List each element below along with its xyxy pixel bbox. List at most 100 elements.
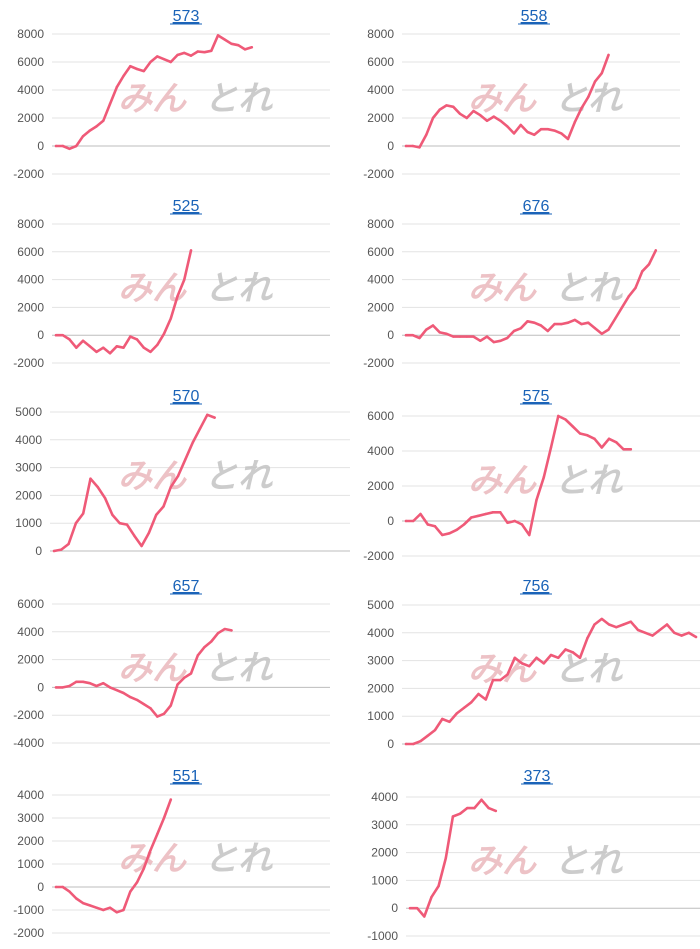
data-point (636, 628, 640, 632)
data-point (629, 448, 632, 451)
watermark-text-left: みん (468, 842, 537, 882)
data-point (573, 121, 576, 124)
data-point (526, 130, 529, 134)
data-point (184, 458, 187, 461)
data-point (512, 132, 516, 135)
chart-title-link[interactable]: 373 (524, 768, 551, 785)
data-point (593, 80, 597, 83)
data-point (169, 704, 172, 707)
watermark-text-right: とれ (554, 269, 623, 309)
watermark-logo: みん とれ (468, 79, 623, 119)
chart-panel: 5000 4000 3000 2000 1000 0 みん とれ 756 (350, 570, 700, 760)
chart-title-link[interactable]: 657 (173, 578, 200, 595)
y-tick-label: 6000 (17, 55, 44, 69)
data-point (68, 890, 71, 893)
data-point (484, 698, 487, 701)
data-point (580, 322, 583, 326)
data-point (189, 249, 193, 252)
y-tick-label: -2000 (363, 356, 394, 370)
y-tick-label: -2000 (13, 708, 44, 722)
chart-panel: 8000 6000 4000 2000 0 -2000 みん とれ 573 (0, 0, 350, 190)
data-point (216, 631, 220, 635)
chart-title-link[interactable]: 756 (523, 578, 550, 595)
data-point (549, 653, 553, 657)
data-point (542, 476, 545, 479)
data-point (81, 901, 85, 905)
chart-title-link[interactable]: 558 (521, 8, 548, 25)
data-point (419, 740, 422, 743)
data-point (115, 345, 118, 348)
chart-title-link[interactable]: 570 (173, 388, 200, 405)
data-point (614, 317, 617, 320)
data-point (472, 109, 475, 113)
chart-panel: 8000 6000 4000 2000 0 -2000 みん とれ 558 (350, 0, 700, 190)
data-point (61, 334, 64, 337)
data-point (526, 320, 529, 323)
data-point (445, 332, 448, 336)
watermark-text-left: みん (118, 457, 187, 497)
data-point (615, 441, 618, 444)
data-point (156, 343, 159, 347)
y-tick-label: 6000 (367, 55, 394, 69)
chart-title-link[interactable]: 551 (173, 768, 200, 785)
data-point (629, 620, 632, 623)
y-tick-label: 1000 (17, 857, 44, 871)
chart-title-link[interactable]: 525 (173, 198, 200, 215)
data-point (411, 334, 414, 337)
chart-panel: 6000 4000 2000 0 -2000 みん とれ 575 (350, 380, 700, 570)
y-tick-label: 4000 (371, 790, 398, 804)
data-point (470, 701, 473, 704)
chart-title-link[interactable]: 575 (523, 388, 550, 405)
data-point (103, 496, 107, 500)
data-point (203, 645, 206, 649)
y-tick-label: 4000 (17, 83, 44, 97)
data-point (412, 742, 415, 746)
data-point (216, 34, 220, 37)
data-point (441, 533, 444, 537)
chart-panel: 5000 4000 3000 2000 1000 0 みん とれ 570 (0, 380, 350, 570)
data-point (535, 498, 538, 502)
data-point (644, 631, 647, 634)
data-point (492, 115, 495, 118)
data-point (135, 338, 139, 341)
data-point (412, 519, 415, 523)
data-point (466, 806, 469, 810)
data-point (115, 688, 118, 692)
y-tick-label: 8000 (17, 27, 44, 41)
data-point (499, 511, 502, 514)
data-point (142, 69, 145, 73)
watermark-logo: みん とれ (468, 461, 623, 501)
data-point (156, 55, 159, 58)
y-tick-label: 8000 (17, 217, 44, 231)
data-point (96, 485, 100, 489)
data-point (196, 50, 199, 53)
y-tick-label: 1000 (15, 516, 42, 530)
watermark-text-left: みん (468, 650, 537, 690)
data-point (61, 144, 64, 148)
data-point (647, 263, 651, 266)
data-point (553, 322, 556, 326)
data-point (580, 107, 583, 110)
data-point (81, 135, 85, 138)
data-point (593, 437, 596, 440)
y-tick-label: 0 (37, 328, 44, 342)
data-point (622, 623, 625, 626)
y-tick-label: 2000 (17, 653, 44, 667)
data-point (155, 513, 158, 517)
data-point (587, 95, 590, 99)
data-point (162, 712, 166, 716)
chart-title-link[interactable]: 573 (173, 8, 200, 25)
data-point (452, 105, 455, 109)
data-point (485, 119, 489, 123)
data-point (492, 340, 495, 344)
data-point (122, 346, 125, 349)
data-point (451, 815, 455, 818)
y-tick-label: 3000 (367, 654, 394, 668)
data-point (210, 640, 213, 643)
y-tick-label: -2000 (363, 167, 394, 181)
data-point (445, 104, 448, 107)
data-point (560, 132, 563, 135)
chart-panel: 4000 3000 2000 1000 0 -1000 みん とれ 373 (350, 760, 700, 949)
chart-title-link[interactable]: 676 (523, 198, 550, 215)
